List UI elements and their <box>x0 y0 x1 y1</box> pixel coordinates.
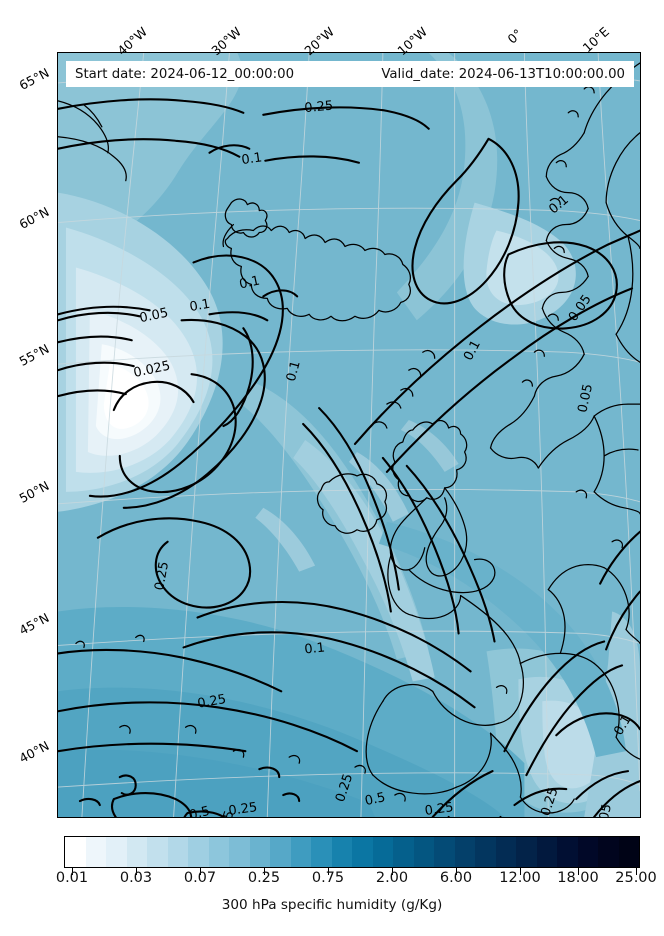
colorbar-segment-23 <box>536 837 557 867</box>
colorbar-segment-19 <box>454 837 475 867</box>
colorbar-segment-3 <box>126 837 147 867</box>
lat-tick-55n: 55°N <box>16 340 52 369</box>
colorbar-tickmark-6 <box>456 868 458 875</box>
svg-text:0.25: 0.25 <box>152 561 172 592</box>
lat-tick-50n: 50°N <box>16 477 52 506</box>
graticule <box>58 53 640 817</box>
svg-text:0.05: 0.05 <box>138 306 169 327</box>
lat-tick-45n: 45°N <box>16 609 52 638</box>
colorbar-segment-11 <box>290 837 311 867</box>
colorbar-caption: 300 hPa specific humidity (g/Kg) <box>221 897 443 913</box>
colorbar-segment-2 <box>106 837 127 867</box>
cb-tick-5: 2.00 <box>375 870 409 886</box>
lon-tick-20e: 20°E <box>640 24 664 82</box>
cb-tick-9: 25.00 <box>615 870 657 886</box>
svg-text:0.25: 0.25 <box>228 800 259 817</box>
colorbar-tickmark-0 <box>72 868 74 875</box>
colorbar-segment-8 <box>229 837 250 867</box>
colorbar-segment-17 <box>413 837 434 867</box>
colorbar-segment-10 <box>270 837 291 867</box>
colorbar-segment-15 <box>372 837 393 867</box>
colorbar-segment-24 <box>557 837 578 867</box>
lat-tick-60n: 60°N <box>16 203 52 232</box>
colorbar-tickmark-3 <box>264 868 266 875</box>
colorbar-segment-7 <box>208 837 229 867</box>
cb-tick-3: 0.25 <box>247 870 281 886</box>
svg-text:0.1: 0.1 <box>284 359 304 383</box>
colorbar-segment-4 <box>147 837 168 867</box>
cb-tick-2: 0.07 <box>183 870 217 886</box>
svg-text:0.05: 0.05 <box>594 803 615 817</box>
colorbar-segment-22 <box>516 837 537 867</box>
colorbar-ticks <box>64 868 640 876</box>
svg-text:0.25: 0.25 <box>304 99 334 116</box>
svg-text:0.5: 0.5 <box>364 790 387 809</box>
cb-tick-4: 0.75 <box>311 870 345 886</box>
colorbar-segment-16 <box>393 837 414 867</box>
colorbar-segment-1 <box>85 837 106 867</box>
svg-text:0.1: 0.1 <box>188 297 211 315</box>
colorbar-gradient <box>64 836 640 868</box>
colorbar-segment-18 <box>434 837 455 867</box>
svg-text:0.1: 0.1 <box>304 640 326 657</box>
coastlines <box>58 62 640 814</box>
colorbar-segment-13 <box>331 837 352 867</box>
colorbar-segment-21 <box>495 837 516 867</box>
svg-text:0.05: 0.05 <box>575 383 596 414</box>
colorbar-segment-20 <box>475 837 496 867</box>
lat-tick-65n: 65°N <box>16 64 52 93</box>
colorbar[interactable] <box>64 836 640 875</box>
svg-text:0.25: 0.25 <box>196 692 227 712</box>
lat-tick-40n: 40°N <box>16 737 52 766</box>
colorbar-tickmark-8 <box>578 868 580 875</box>
map-svg: 0.1 0.25 0.1 0.1 0.05 0.025 0.1 0.1 0.1 … <box>58 53 640 817</box>
colorbar-tickmark-1 <box>136 868 138 875</box>
colorbar-segment-5 <box>167 837 188 867</box>
cb-tick-6: 6.00 <box>439 870 473 886</box>
colorbar-segment-9 <box>249 837 270 867</box>
colorbar-segment-14 <box>352 837 373 867</box>
map-plot-area[interactable]: 0.1 0.25 0.1 0.1 0.05 0.025 0.1 0.1 0.1 … <box>57 52 641 818</box>
date-banner: Start date: 2024-06-12_00:00:00 Valid_da… <box>66 61 634 87</box>
cb-tick-0: 0.01 <box>55 870 89 886</box>
colorbar-tickmark-2 <box>200 868 202 875</box>
svg-text:0.1: 0.1 <box>241 150 263 168</box>
start-date-label: Start date: 2024-06-12_00:00:00 <box>75 66 295 82</box>
cb-tick-1: 0.03 <box>119 870 153 886</box>
colorbar-tickmark-5 <box>392 868 394 875</box>
svg-text:0.25: 0.25 <box>214 809 237 817</box>
svg-text:0.5: 0.5 <box>188 804 212 817</box>
cb-tick-7: 12.00 <box>499 870 541 886</box>
colorbar-segment-12 <box>311 837 332 867</box>
colorbar-segment-27 <box>618 837 639 867</box>
svg-text:0.1: 0.1 <box>238 273 261 292</box>
cb-tick-8: 18.00 <box>557 870 599 886</box>
colorbar-tickmark-4 <box>328 868 330 875</box>
svg-text:0.25: 0.25 <box>424 800 455 817</box>
colorbar-segment-6 <box>188 837 209 867</box>
valid-date-label: Valid_date: 2024-06-13T10:00:00.00 <box>381 66 625 82</box>
colorbar-tickmark-7 <box>520 868 522 875</box>
contour-lines <box>58 98 640 817</box>
colorbar-segment-25 <box>577 837 598 867</box>
colorbar-segment-26 <box>598 837 619 867</box>
colorbar-tickmark-9 <box>636 868 638 875</box>
colorbar-segment-0 <box>65 837 86 867</box>
